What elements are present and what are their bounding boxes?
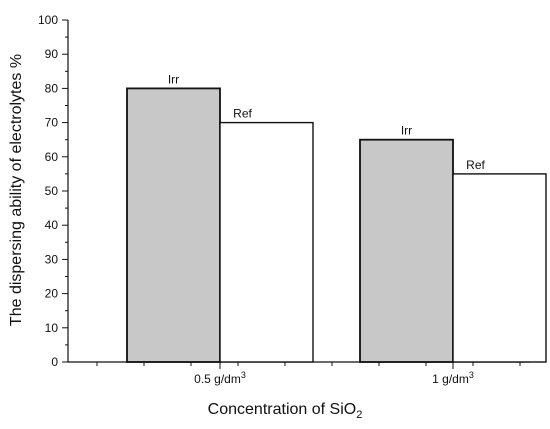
y-tick-label: 70 — [45, 116, 59, 130]
bar-label-ref: Ref — [233, 107, 252, 121]
bar-ref-1 — [219, 121, 314, 363]
bar-ref-2 — [452, 173, 547, 363]
x-category-label: 1 g/dm3 — [432, 370, 474, 386]
y-tick-label: 80 — [45, 81, 59, 95]
y-tick-label: 90 — [45, 47, 59, 61]
y-axis-title: The dispersing ability of electrolytes % — [8, 54, 25, 326]
y-tick-label: 30 — [45, 252, 59, 266]
y-tick-label: 10 — [45, 321, 59, 335]
y-tick-label: 60 — [45, 150, 59, 164]
y-tick-label: 50 — [45, 184, 59, 198]
x-axis-title: Concentration of SiO2 — [208, 401, 363, 421]
bar-label-ref: Ref — [466, 158, 485, 172]
y-tick-label: 20 — [45, 287, 59, 301]
y-tick-label: 0 — [51, 355, 58, 369]
bar-irr-1 — [126, 87, 221, 363]
x-axis-title-text: Concentration of SiO — [208, 401, 357, 418]
bar-irr-2 — [359, 138, 454, 363]
plot-area: 0 10 20 30 40 50 60 70 80 90 100 Irr Ref 0.5 g/dm3 Irr… — [38, 13, 547, 386]
x-category-label: 0.5 g/dm3 — [194, 370, 246, 386]
bar-label-irr: Irr — [168, 72, 179, 86]
y-tick-label: 100 — [38, 13, 58, 27]
bar-label-irr: Irr — [401, 124, 412, 138]
y-tick-label: 40 — [45, 218, 59, 232]
x-axis-title-subscript: 2 — [356, 409, 362, 421]
